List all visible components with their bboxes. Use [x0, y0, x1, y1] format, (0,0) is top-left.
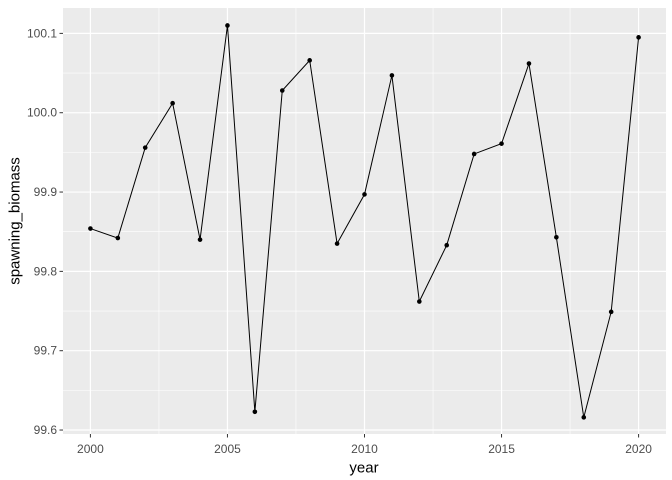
data-point: [389, 73, 395, 78]
data-point: [526, 61, 532, 66]
data-point: [471, 151, 477, 157]
x-tick-label: 2000: [77, 442, 104, 456]
y-tick-label: 100.0: [27, 106, 57, 120]
data-point: [279, 88, 285, 93]
y-axis-title: spawning_biomass: [6, 157, 24, 285]
data-point: [417, 299, 422, 304]
x-tick-label: 2020: [625, 442, 652, 456]
data-point: [499, 141, 504, 146]
data-point: [142, 145, 148, 150]
y-tick-label: 99.6: [34, 423, 58, 437]
data-point: [88, 226, 93, 231]
data-point: [581, 415, 587, 420]
x-tick-label: 2005: [214, 442, 241, 456]
y-tick-label: 100.1: [27, 26, 57, 40]
data-point: [252, 409, 258, 415]
y-tick-label: 99.9: [34, 185, 58, 199]
x-tick-label: 2010: [351, 442, 378, 456]
data-point: [636, 35, 641, 40]
x-axis-title: year: [349, 459, 379, 477]
data-point: [362, 192, 367, 197]
data-point: [307, 58, 312, 63]
data-point: [554, 234, 559, 240]
data-point: [334, 241, 340, 246]
data-point: [170, 100, 175, 106]
data-point: [608, 309, 614, 315]
data-point: [225, 23, 230, 28]
data-point: [197, 237, 203, 242]
x-tick-label: 2015: [488, 442, 515, 456]
y-tick-label: 99.8: [34, 264, 58, 278]
data-point: [444, 242, 450, 248]
y-tick-label: 99.7: [34, 344, 58, 358]
data-point: [115, 235, 121, 241]
